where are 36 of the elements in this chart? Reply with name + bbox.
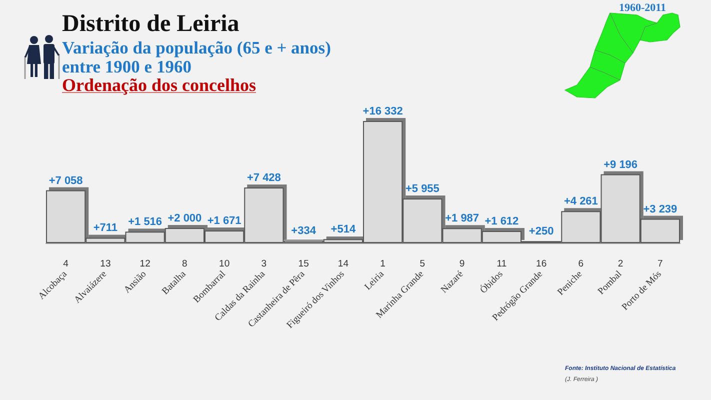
data-label: +514 [330, 224, 356, 236]
data-label: +2 000 [168, 212, 202, 225]
text: 15 [298, 258, 309, 270]
chart-subtitle: Variação da população (65 e + anos) entre 1900 e 1960 [62, 38, 332, 76]
data-label: +1 612 [484, 215, 519, 228]
text: Ordenação dos concelhos [62, 75, 256, 96]
text: 4 [63, 258, 68, 270]
text: 1960-2011 [619, 2, 666, 14]
text: 12 [140, 258, 150, 270]
data-label: +7 428 [246, 172, 281, 184]
data-label: +7 058 [48, 174, 83, 187]
data-label: +250 [528, 226, 554, 238]
text: 5 [420, 258, 426, 270]
data-label: +1 671 [207, 215, 242, 228]
text: 6 [578, 258, 584, 270]
data-label: +3 239 [643, 203, 678, 216]
data-label: +4 261 [564, 196, 598, 208]
text: 11 [496, 258, 507, 270]
text: 9 [459, 258, 465, 270]
text: 7 [658, 258, 663, 270]
data-label: +9 196 [604, 158, 638, 171]
text: 10 [219, 258, 230, 270]
text: 3 [261, 258, 267, 270]
text: 2 [618, 258, 624, 270]
data-label: +711 [93, 222, 118, 234]
text: 14 [338, 258, 348, 270]
text: 13 [100, 258, 111, 270]
text: 1 [380, 258, 386, 270]
chart-title: Distrito de Leiria [62, 11, 240, 37]
data-label: +1 516 [128, 216, 162, 228]
text: 8 [182, 258, 188, 270]
data-label: +16 332 [362, 106, 403, 118]
data-label: +334 [291, 225, 317, 238]
data-label: +1 987 [445, 212, 480, 225]
text: 16 [536, 258, 547, 270]
data-label: +5 955 [405, 183, 440, 196]
